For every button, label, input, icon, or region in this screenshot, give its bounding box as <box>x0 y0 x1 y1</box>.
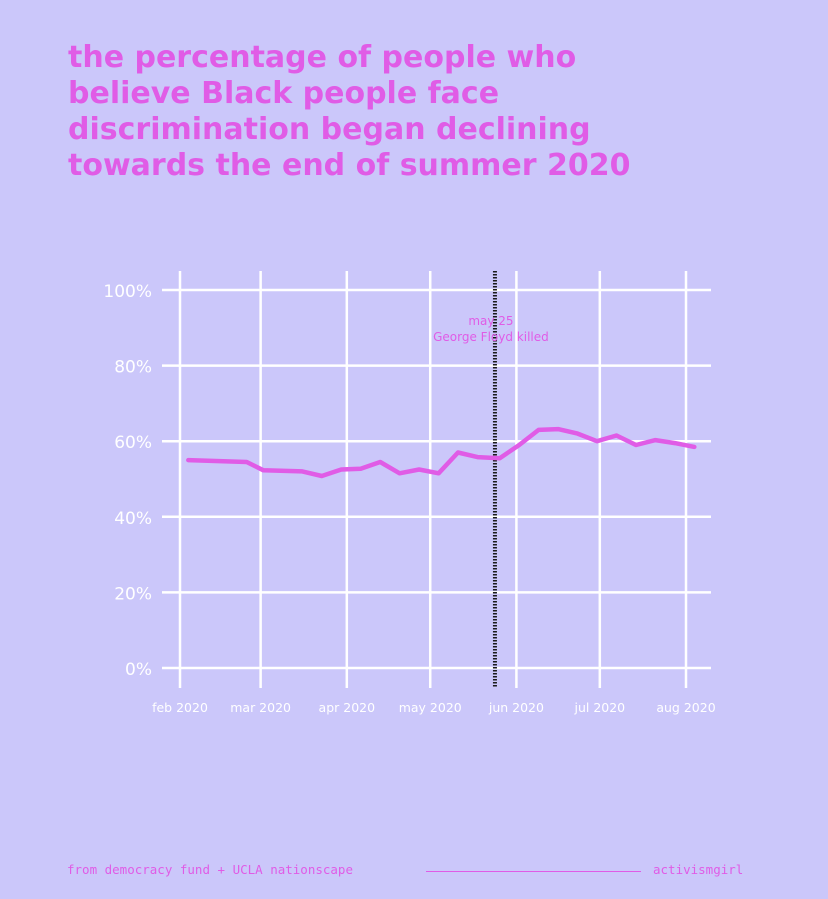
x-tick-label: mar 2020 <box>230 700 291 715</box>
data-point <box>692 445 696 449</box>
series-line <box>186 426 697 479</box>
data-point <box>320 474 324 478</box>
data-point <box>245 460 249 464</box>
y-tick-label: 60% <box>114 433 152 453</box>
title-line-1: the percentage of people who <box>68 40 577 75</box>
data-point <box>614 434 618 438</box>
data-point <box>378 460 382 464</box>
data-point <box>475 455 479 459</box>
title-line-2: believe Black people face <box>68 76 500 111</box>
y-tick-label: 0% <box>125 660 152 680</box>
data-point <box>595 439 599 443</box>
data-point <box>576 432 580 436</box>
data-point <box>261 468 265 472</box>
data-point <box>517 443 521 447</box>
x-tick-label: may 2020 <box>399 700 462 715</box>
source-credit: from democracy fund + UCLA nationscape <box>67 862 353 877</box>
title-line-3: discrimination began declining <box>68 112 591 147</box>
author-handle: activismgirl <box>653 862 744 877</box>
footer-divider <box>426 871 641 872</box>
data-point <box>398 471 402 475</box>
data-point <box>556 427 560 431</box>
data-point <box>634 443 638 447</box>
data-point <box>537 428 541 432</box>
y-tick-label: 100% <box>103 282 152 302</box>
event-annotation-label: may 25 <box>468 314 513 328</box>
data-point <box>417 468 421 472</box>
data-point <box>653 438 657 442</box>
x-tick-label: aug 2020 <box>656 700 715 715</box>
data-point <box>186 458 190 462</box>
data-point <box>359 467 363 471</box>
footer: from democracy fund + UCLA nationscape a… <box>67 862 767 882</box>
x-tick-label: apr 2020 <box>319 700 376 715</box>
chart-title: the percentage of people who believe Bla… <box>68 40 788 184</box>
data-point <box>456 451 460 455</box>
y-tick-label: 40% <box>114 509 152 529</box>
data-point <box>339 468 343 472</box>
data-point <box>300 469 304 473</box>
data-point <box>673 441 677 445</box>
y-tick-label: 80% <box>114 358 152 378</box>
event-annotation-label: George Floyd killed <box>433 330 549 344</box>
title-line-4: towards the end of summer 2020 <box>68 148 631 183</box>
data-point <box>498 456 502 460</box>
x-tick-label: feb 2020 <box>152 700 208 715</box>
x-tick-label: jun 2020 <box>488 700 544 715</box>
data-point <box>437 471 441 475</box>
y-tick-label: 20% <box>114 584 152 604</box>
x-tick-label: jul 2020 <box>573 700 625 715</box>
